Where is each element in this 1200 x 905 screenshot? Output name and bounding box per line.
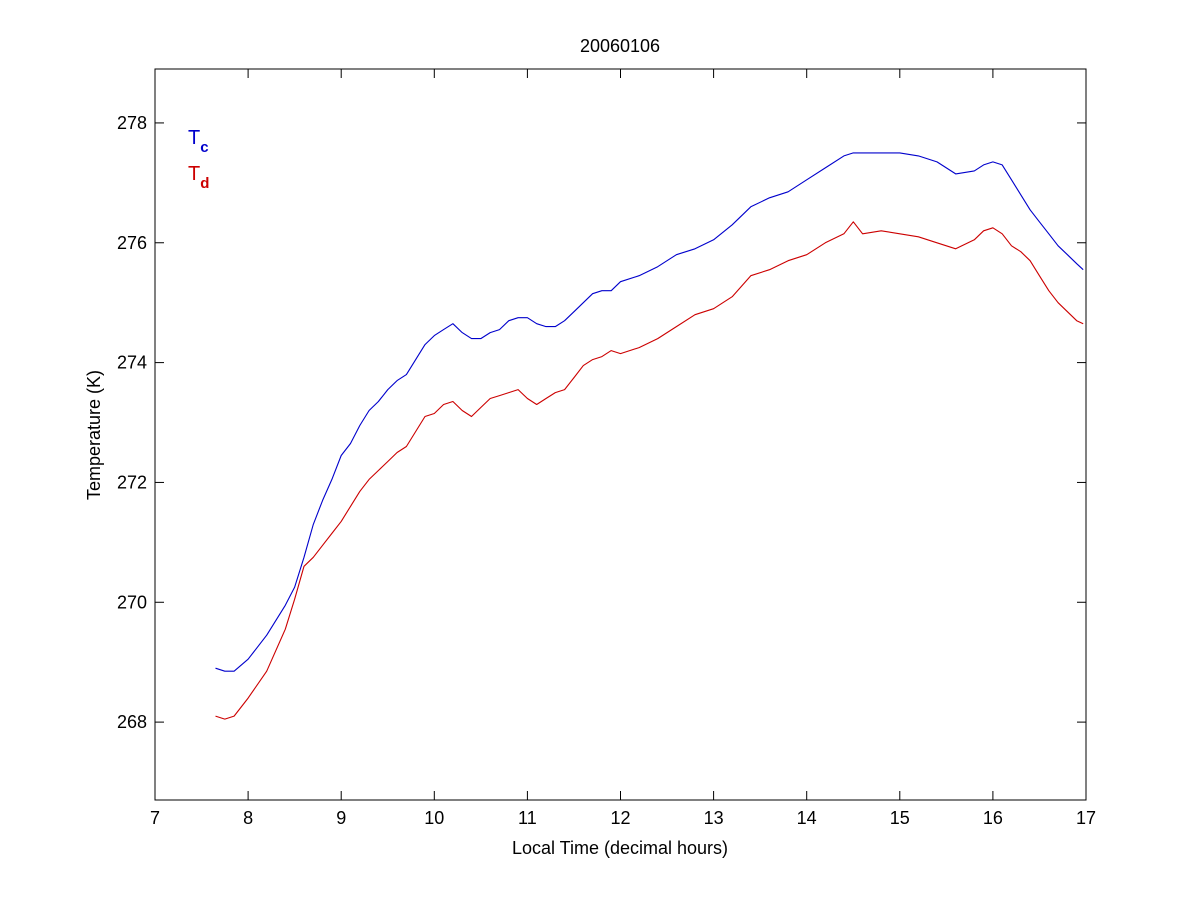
y-tick-label: 278 [117,113,147,133]
y-tick-label: 268 [117,712,147,732]
legend-entry-tc: Tc [188,127,209,156]
x-tick-label: 7 [150,808,160,828]
series-line-td [215,221,1084,720]
x-tick-label: 16 [983,808,1003,828]
y-tick-label: 274 [117,353,147,373]
legend: Tc Td [188,127,209,192]
series-line-tc [215,152,1084,672]
chart-title: 20060106 [580,36,660,56]
x-tick-label: 12 [610,808,630,828]
x-tick-label: 10 [424,808,444,828]
y-tick-label: 270 [117,592,147,612]
plot-area [155,69,1086,800]
x-axis-label: Local Time (decimal hours) [512,838,728,858]
y-tick-label: 276 [117,233,147,253]
axis-ticks: 7 8 9 10 11 12 13 14 15 16 17 268 270 272 274 276 278 [117,69,1096,828]
y-axis-label: Temperature (K) [84,370,104,500]
plot-frame [154,68,1087,801]
series-lines [215,152,1084,720]
y-tick-label: 272 [117,472,147,492]
legend-entry-td: Td [188,163,209,192]
x-tick-label: 15 [890,808,910,828]
x-tick-label: 14 [797,808,817,828]
x-tick-label: 13 [704,808,724,828]
x-tick-label: 9 [336,808,346,828]
x-tick-label: 11 [518,808,537,828]
x-tick-label: 17 [1076,808,1096,828]
x-tick-label: 8 [243,808,253,828]
